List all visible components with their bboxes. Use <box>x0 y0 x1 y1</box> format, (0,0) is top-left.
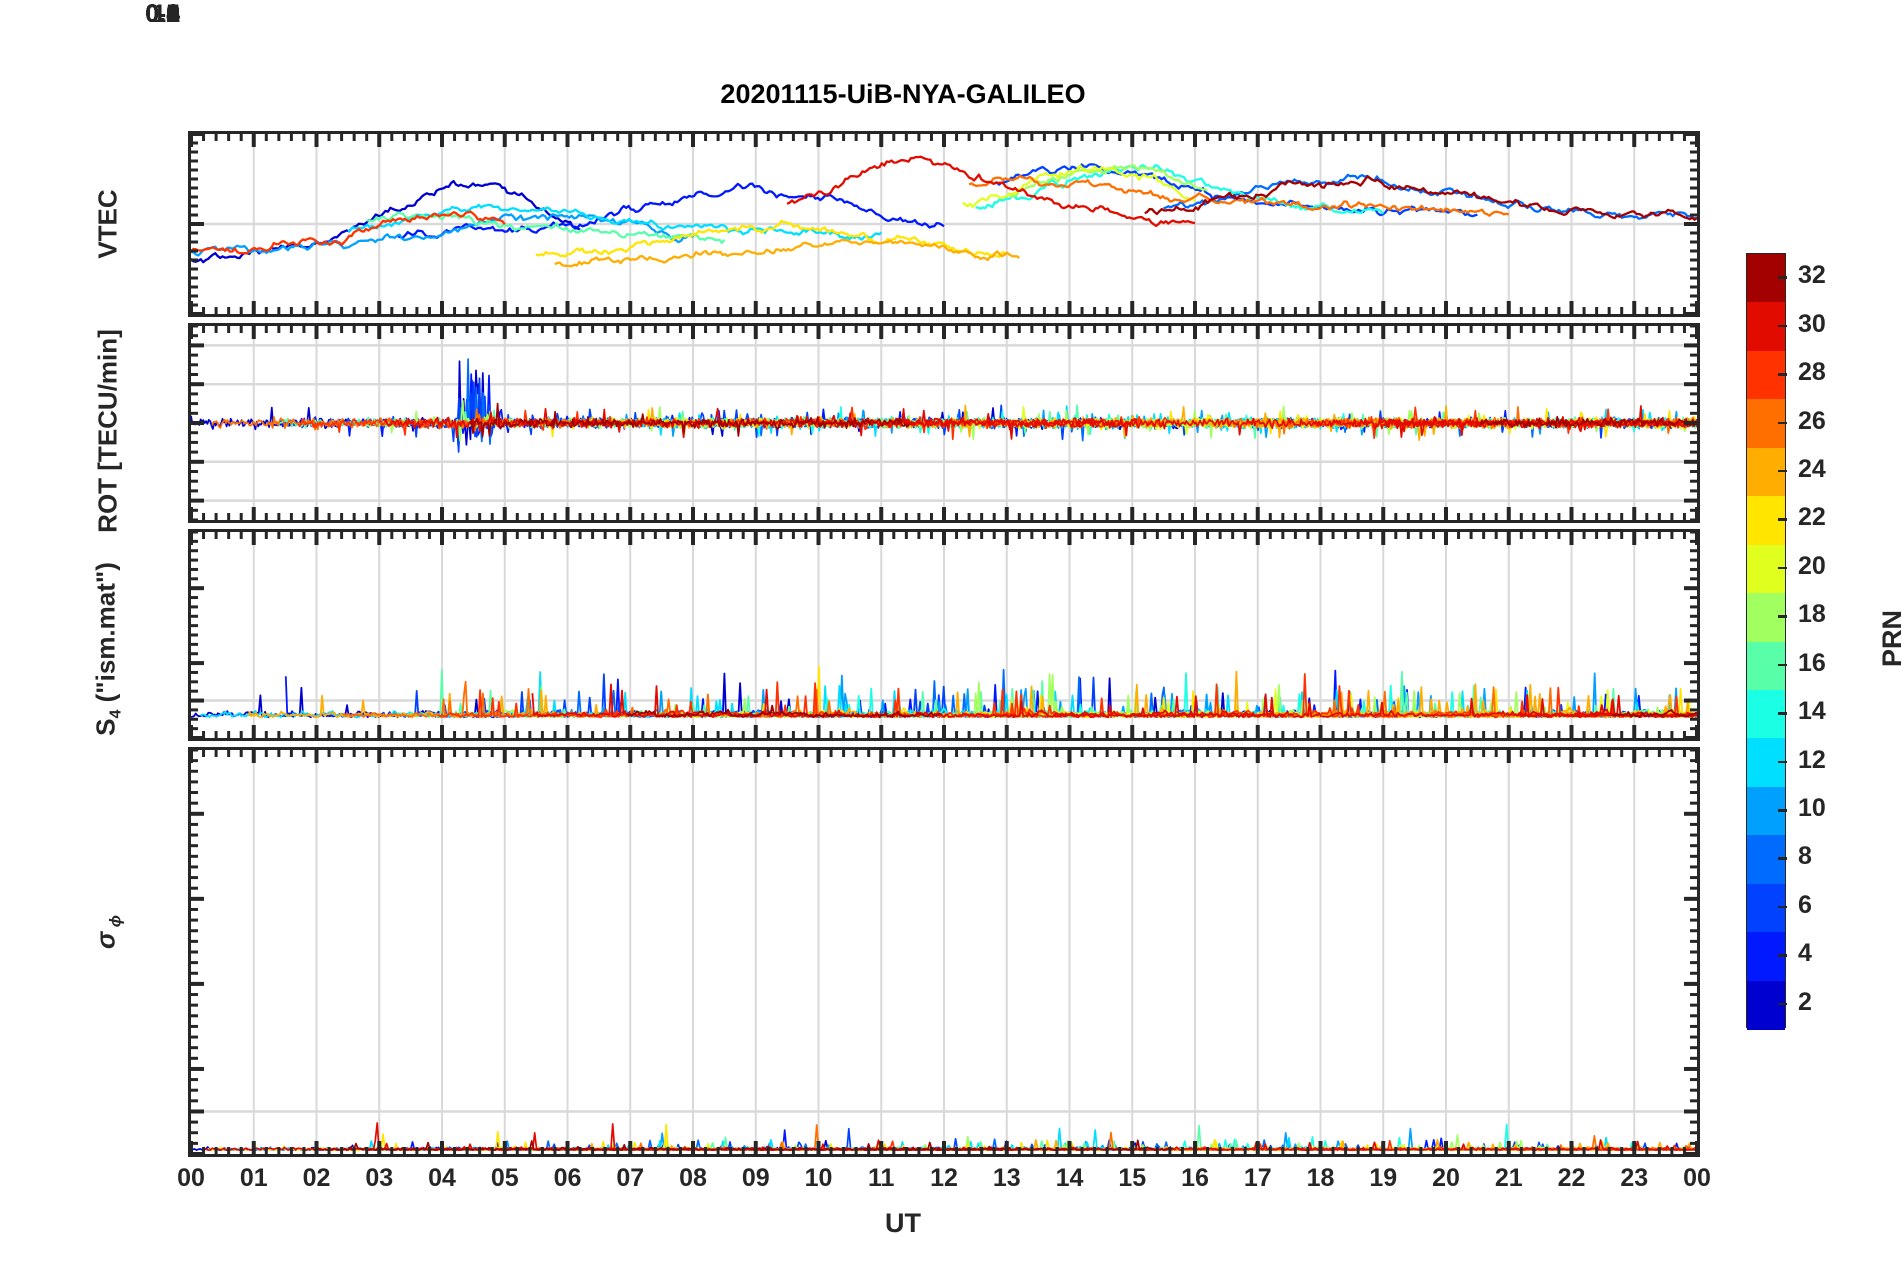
colorbar-tick-mark <box>1778 324 1787 328</box>
x-tick-label: 11 <box>868 1164 895 1192</box>
colorbar-tick-mark <box>1778 421 1787 425</box>
colorbar-axis-label: PRN <box>1877 609 1902 667</box>
colorbar-tick-mark <box>1778 663 1787 667</box>
x-tick-label: 01 <box>239 1164 268 1192</box>
x-tick-label: 06 <box>553 1164 582 1192</box>
x-tick-label: 05 <box>490 1164 519 1192</box>
x-tick-label: 16 <box>1181 1164 1209 1192</box>
x-tick-label: 18 <box>1306 1164 1335 1192</box>
y-tick-label-vtec: 5 <box>166 0 180 28</box>
colorbar-tick-label: 14 <box>1798 697 1826 726</box>
x-tick-label: 17 <box>1243 1164 1272 1192</box>
colorbar-tick-mark <box>1778 857 1787 860</box>
x-tick-label: 09 <box>741 1164 770 1192</box>
y-axis-label-sigma-phi: σ ϕ <box>90 915 125 949</box>
x-tick-label: 00 <box>1683 1164 1711 1192</box>
x-tick-label: 20 <box>1432 1164 1460 1192</box>
colorbar-tick-label: 28 <box>1798 358 1826 387</box>
x-tick-label: 02 <box>302 1164 331 1192</box>
colorbar-tick-label: 30 <box>1798 309 1826 338</box>
y-tick-label-sigma_phi: 0.1 <box>145 0 180 28</box>
plot-canvas-s4 <box>191 532 1697 738</box>
x-tick-label: 21 <box>1494 1164 1523 1192</box>
plot-canvas-sigma_phi <box>191 750 1697 1154</box>
x-tick-label: 03 <box>365 1164 394 1192</box>
colorbar-tick-mark <box>1778 276 1787 279</box>
x-axis-label: UT <box>885 1208 921 1238</box>
figure-title: 20201115-UiB-NYA-GALILEO <box>0 79 1902 110</box>
x-tick-label: 08 <box>679 1164 707 1192</box>
y-tick-label-sigma_phi: 0.2 <box>145 0 180 28</box>
x-tick-label: 14 <box>1055 1164 1084 1192</box>
colorbar-tick-mark <box>1778 469 1787 473</box>
x-tick-label: 04 <box>428 1164 456 1192</box>
plot-canvas-vtec <box>191 134 1697 314</box>
colorbar-tick-label: 6 <box>1798 890 1812 919</box>
y-axis-label-vtec: VTEC <box>92 189 123 259</box>
x-tick-label: 12 <box>930 1164 958 1192</box>
plot-panel-rot[interactable] <box>188 323 1700 523</box>
colorbar-tick-label: 10 <box>1798 794 1826 823</box>
x-tick-label: 07 <box>616 1164 645 1192</box>
y-tick-label-vtec: 0 <box>166 0 180 28</box>
x-tick-label: 22 <box>1557 1164 1586 1192</box>
colorbar-tick-mark <box>1778 615 1787 618</box>
colorbar-tick-label: 16 <box>1798 648 1826 677</box>
colorbar-tick-mark <box>1778 905 1787 909</box>
y-tick-label-rot: -4 <box>157 0 180 28</box>
colorbar-tick-label: 4 <box>1798 939 1812 968</box>
x-tick-label: 00 <box>177 1164 205 1192</box>
y-tick-label-s4: 0.1 <box>145 0 180 28</box>
colorbar-tick-label: 18 <box>1798 600 1826 629</box>
colorbar-tick-label: 20 <box>1798 551 1826 580</box>
y-tick-label-s4: 0.4 <box>145 0 180 28</box>
colorbar-tick-mark <box>1778 566 1787 570</box>
colorbar-tick-label: 12 <box>1798 745 1826 774</box>
colorbar-tick-label: 8 <box>1798 842 1812 871</box>
plot-panel-sigma_phi[interactable] <box>188 747 1700 1157</box>
x-tick-label: 19 <box>1369 1164 1398 1192</box>
y-tick-label-sigma_phi: 0.8 <box>145 0 180 28</box>
y-tick-label-sigma_phi: 0.6 <box>145 0 180 28</box>
colorbar-tick-label: 32 <box>1798 261 1826 290</box>
colorbar-tick-mark <box>1778 373 1787 376</box>
y-tick-label-sigma_phi: 0.4 <box>145 0 180 28</box>
y-tick-label-s4: 0 <box>166 0 180 28</box>
plot-panel-vtec[interactable] <box>188 131 1700 317</box>
x-tick-label: 13 <box>992 1164 1021 1192</box>
colorbar-tick-mark <box>1778 809 1787 812</box>
colorbar-tick-label: 22 <box>1798 503 1826 532</box>
x-tick-label: 23 <box>1620 1164 1649 1192</box>
colorbar-tick-label: 2 <box>1798 987 1812 1016</box>
colorbar-tick-mark <box>1778 760 1787 764</box>
colorbar-tick-label: 24 <box>1798 454 1826 483</box>
y-tick-label-rot: 2 <box>166 0 180 28</box>
plot-canvas-rot <box>191 326 1697 520</box>
x-tick-label: 15 <box>1118 1164 1147 1192</box>
y-tick-label-vtec: 10 <box>152 0 180 28</box>
figure-title-text: 20201115-UiB-NYA-GALILEO <box>720 79 1086 109</box>
colorbar-gradient[interactable] <box>1746 253 1786 1030</box>
y-tick-label-sigma_phi: 0 <box>166 0 180 28</box>
y-axis-label-s4: S4 ("ism.mat") <box>90 562 125 736</box>
y-tick-label-rot: 0 <box>166 0 180 28</box>
colorbar-tick-mark <box>1778 518 1787 521</box>
colorbar-tick-mark <box>1778 1002 1787 1006</box>
y-tick-label-rot: -2 <box>157 0 180 28</box>
colorbar-tick-mark <box>1778 712 1787 715</box>
x-tick-label: 10 <box>804 1164 833 1192</box>
colorbar-tick-label: 26 <box>1798 406 1826 435</box>
y-tick-label-s4: 0.2 <box>145 0 180 28</box>
colorbar-tick-mark <box>1778 954 1787 957</box>
y-tick-label-rot: 4 <box>166 0 180 28</box>
plot-panel-s4[interactable] <box>188 529 1700 741</box>
y-axis-label-rot: ROT [TECU/min] <box>92 329 123 533</box>
